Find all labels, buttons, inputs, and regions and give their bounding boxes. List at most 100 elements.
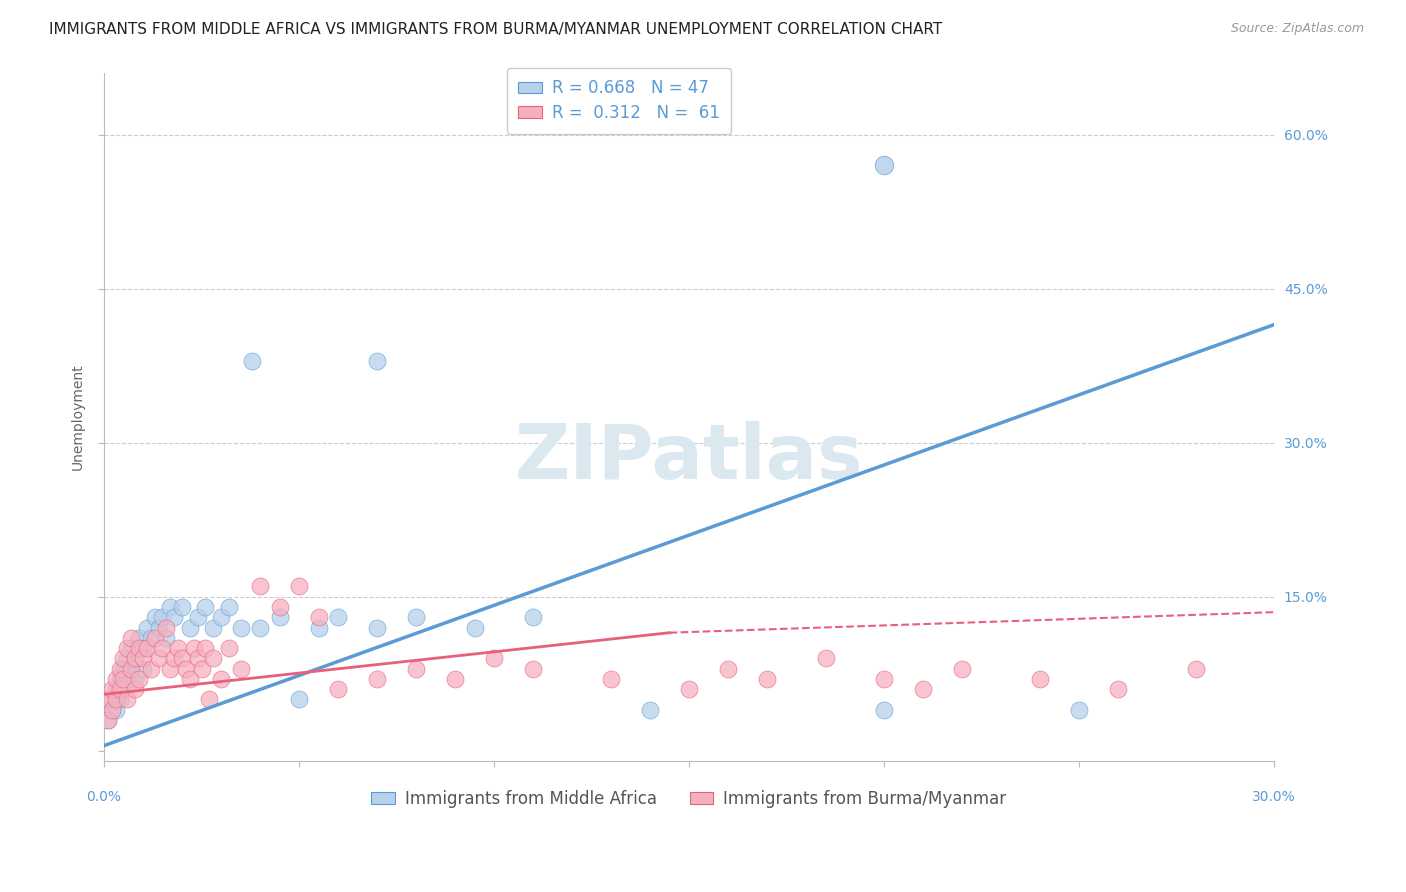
Point xyxy=(600,672,623,686)
Point xyxy=(101,682,124,697)
Point xyxy=(135,621,157,635)
Point xyxy=(308,621,330,635)
Point xyxy=(950,662,973,676)
Point xyxy=(148,651,170,665)
Point xyxy=(1029,672,1052,686)
Point xyxy=(873,158,896,172)
Point xyxy=(97,713,120,727)
Point xyxy=(183,641,205,656)
Point xyxy=(1185,662,1208,676)
Point xyxy=(912,682,935,697)
Point xyxy=(464,621,486,635)
Point xyxy=(132,662,155,676)
Point xyxy=(170,600,193,615)
Point xyxy=(194,600,217,615)
Legend: Immigrants from Middle Africa, Immigrants from Burma/Myanmar: Immigrants from Middle Africa, Immigrant… xyxy=(364,783,1014,814)
Point xyxy=(209,610,232,624)
Point xyxy=(112,672,135,686)
Point xyxy=(678,682,700,697)
Point xyxy=(155,631,177,645)
Point xyxy=(139,631,162,645)
Point xyxy=(143,610,166,624)
Point xyxy=(405,610,427,624)
Point xyxy=(229,621,252,635)
Text: 0.0%: 0.0% xyxy=(87,789,121,804)
Point xyxy=(124,651,146,665)
Y-axis label: Unemployment: Unemployment xyxy=(72,364,86,470)
Point xyxy=(112,662,135,676)
Point xyxy=(249,621,271,635)
Point xyxy=(97,713,120,727)
Point xyxy=(148,621,170,635)
Point xyxy=(174,662,197,676)
Text: 30.0%: 30.0% xyxy=(1253,789,1296,804)
Point xyxy=(308,610,330,624)
Point xyxy=(101,703,124,717)
Point xyxy=(112,682,135,697)
Point xyxy=(152,610,174,624)
Point xyxy=(366,621,388,635)
Point xyxy=(159,600,181,615)
Point xyxy=(1069,703,1091,717)
Point xyxy=(873,672,896,686)
Point xyxy=(170,651,193,665)
Point xyxy=(128,672,150,686)
Point xyxy=(1107,682,1129,697)
Point xyxy=(202,621,225,635)
Point xyxy=(117,651,139,665)
Point xyxy=(229,662,252,676)
Point xyxy=(117,641,139,656)
Point xyxy=(108,682,131,697)
Point xyxy=(163,651,186,665)
Point xyxy=(108,692,131,706)
Point xyxy=(117,692,139,706)
Point xyxy=(366,353,388,368)
Point xyxy=(97,692,120,706)
Point xyxy=(522,662,544,676)
Point xyxy=(209,672,232,686)
Point xyxy=(104,703,127,717)
Point xyxy=(218,641,240,656)
Text: ZIPatlas: ZIPatlas xyxy=(515,421,863,495)
Point xyxy=(756,672,779,686)
Point xyxy=(187,610,209,624)
Point xyxy=(124,682,146,697)
Point xyxy=(179,672,201,686)
Text: Source: ZipAtlas.com: Source: ZipAtlas.com xyxy=(1230,22,1364,36)
Point xyxy=(194,641,217,656)
Point xyxy=(120,662,142,676)
Point xyxy=(120,662,142,676)
Point xyxy=(120,641,142,656)
Point xyxy=(326,610,349,624)
Point xyxy=(112,651,135,665)
Point xyxy=(190,662,212,676)
Point xyxy=(120,631,142,645)
Point xyxy=(101,692,124,706)
Point xyxy=(179,621,201,635)
Point xyxy=(132,641,155,656)
Point xyxy=(269,610,291,624)
Point xyxy=(814,651,837,665)
Point xyxy=(117,672,139,686)
Point xyxy=(326,682,349,697)
Point xyxy=(135,641,157,656)
Point xyxy=(152,641,174,656)
Point xyxy=(482,651,505,665)
Point xyxy=(366,672,388,686)
Point xyxy=(202,651,225,665)
Point xyxy=(104,682,127,697)
Point xyxy=(101,703,124,717)
Point xyxy=(873,703,896,717)
Point xyxy=(249,579,271,593)
Point xyxy=(167,641,190,656)
Point xyxy=(104,672,127,686)
Point xyxy=(638,703,661,717)
Point xyxy=(128,631,150,645)
Point xyxy=(405,662,427,676)
Text: IMMIGRANTS FROM MIDDLE AFRICA VS IMMIGRANTS FROM BURMA/MYANMAR UNEMPLOYMENT CORR: IMMIGRANTS FROM MIDDLE AFRICA VS IMMIGRA… xyxy=(49,22,942,37)
Point xyxy=(269,600,291,615)
Point xyxy=(108,662,131,676)
Point xyxy=(159,662,181,676)
Point xyxy=(218,600,240,615)
Point xyxy=(288,692,311,706)
